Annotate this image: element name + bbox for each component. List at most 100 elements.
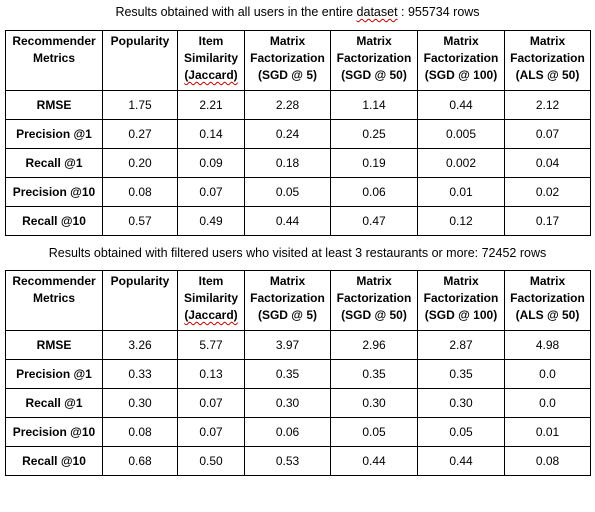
value-cell: 0.49 (177, 206, 245, 236)
metric-name-cell: RMSE (5, 90, 103, 120)
value-cell: 0.07 (177, 388, 245, 418)
column-header: Matrix Factorization (SGD @ 100) (417, 30, 505, 91)
value-cell: 0.18 (244, 148, 331, 178)
column-header: Matrix Factorization (SGD @ 5) (244, 270, 331, 331)
header-row: Recommender Metrics Popularity Item Similari… (5, 30, 591, 91)
metric-name-cell: RMSE (5, 330, 103, 360)
header-line: (SGD @ 100) (424, 68, 498, 82)
value-cell: 2.21 (177, 90, 245, 120)
header-line: Recommender (12, 34, 96, 48)
value-cell: 0.04 (504, 148, 591, 178)
table-row: Recall @1 0.30 0.07 0.30 0.30 0.30 0.0 (5, 388, 591, 418)
header-line: (SGD @ 5) (257, 68, 318, 82)
column-header: Recommender Metrics (5, 270, 103, 331)
metric-name-cell: Recall @1 (5, 148, 103, 178)
header-line: Matrix (356, 34, 392, 48)
value-cell: 0.08 (102, 417, 178, 447)
value-cell: 0.50 (177, 446, 245, 476)
value-cell: 0.12 (417, 206, 505, 236)
metric-name-cell: Recall @10 (5, 446, 103, 476)
value-cell: 0.25 (330, 119, 418, 149)
table-row: Recall @10 0.57 0.49 0.44 0.47 0.12 0.17 (5, 206, 591, 236)
header-line: Matrix (269, 34, 306, 48)
header-line: Similarity (183, 51, 239, 65)
value-cell: 1.75 (102, 90, 178, 120)
value-cell: 2.96 (330, 330, 418, 360)
metric-name-cell: Precision @1 (5, 359, 103, 389)
header-line: Matrix (443, 274, 479, 288)
header-line: Item (198, 274, 224, 288)
value-cell: 0.30 (417, 388, 505, 418)
column-header: Matrix Factorization (ALS @ 50) (504, 30, 591, 91)
header-line: Recommender (12, 274, 96, 288)
header-line: Factorization (510, 51, 585, 65)
table-row: RMSE 1.75 2.21 2.28 1.14 0.44 2.12 (5, 90, 591, 120)
value-cell: 0.06 (244, 417, 331, 447)
value-cell: 0.47 (330, 206, 418, 236)
header-line: Popularity (110, 274, 170, 288)
value-cell: 0.44 (244, 206, 331, 236)
value-cell: 0.02 (504, 177, 591, 207)
header-line: Factorization (423, 51, 499, 65)
value-cell: 0.05 (417, 417, 505, 447)
caption-text: Results obtained with all users in the e… (115, 5, 357, 19)
metric-name-cell: Precision @10 (5, 417, 103, 447)
table-row: Precision @10 0.08 0.07 0.05 0.06 0.01 0.02 (5, 177, 591, 207)
value-cell: 0.20 (102, 148, 178, 178)
value-cell: 0.05 (244, 177, 331, 207)
value-cell: 0.07 (504, 119, 591, 149)
header-line: Popularity (110, 34, 170, 48)
column-header: Matrix Factorization (SGD @ 50) (330, 270, 418, 331)
metric-name-cell: Precision @1 (5, 119, 103, 149)
header-line: Factorization (510, 291, 585, 305)
header-line: (ALS @ 50) (515, 68, 580, 82)
caption-dataset-word: dataset (356, 5, 398, 19)
value-cell: 3.97 (244, 330, 331, 360)
value-cell: 2.12 (504, 90, 591, 120)
results-table-filtered-users: Recommender Metrics Popularity Item Similari… (5, 270, 591, 476)
value-cell: 0.30 (330, 388, 418, 418)
header-line: Factorization (250, 291, 325, 305)
column-header: Item Similarity (Jaccard) (177, 270, 245, 331)
value-cell: 0.24 (244, 119, 331, 149)
header-line: Factorization (250, 51, 325, 65)
table-row: RMSE 3.26 5.77 3.97 2.96 2.87 4.98 (5, 330, 591, 360)
column-header: Popularity (102, 270, 178, 331)
value-cell: 0.44 (417, 446, 505, 476)
header-line: Factorization (336, 291, 412, 305)
value-cell: 0.68 (102, 446, 178, 476)
table-row: Precision @1 0.27 0.14 0.24 0.25 0.005 0.07 (5, 119, 591, 149)
table-row: Precision @10 0.08 0.07 0.06 0.05 0.05 0.01 (5, 417, 591, 447)
caption-rows: : 955734 rows (397, 5, 480, 19)
header-line: Factorization (336, 51, 412, 65)
value-cell: 0.0 (504, 359, 591, 389)
value-cell: 0.19 (330, 148, 418, 178)
column-header: Popularity (102, 30, 178, 91)
header-line: (SGD @ 100) (424, 308, 498, 322)
caption-all-users: Results obtained with all users in the e… (0, 0, 595, 30)
value-cell: 0.35 (417, 359, 505, 389)
header-line: Item (198, 34, 224, 48)
header-line: (Jaccard) (184, 308, 238, 322)
value-cell: 0.002 (417, 148, 505, 178)
header-line: Metrics (32, 291, 76, 305)
value-cell: 4.98 (504, 330, 591, 360)
value-cell: 0.0 (504, 388, 591, 418)
value-cell: 0.17 (504, 206, 591, 236)
header-line: Metrics (32, 51, 76, 65)
value-cell: 0.14 (177, 119, 245, 149)
value-cell: 0.07 (177, 177, 245, 207)
header-line: Matrix (443, 34, 479, 48)
value-cell: 0.08 (102, 177, 178, 207)
header-line: Similarity (183, 291, 239, 305)
column-header: Matrix Factorization (SGD @ 50) (330, 30, 418, 91)
value-cell: 2.28 (244, 90, 331, 120)
value-cell: 0.06 (330, 177, 418, 207)
caption-filtered-users: Results obtained with filtered users who… (48, 246, 547, 260)
value-cell: 3.26 (102, 330, 178, 360)
header-line: Matrix (356, 274, 392, 288)
metric-name-cell: Precision @10 (5, 177, 103, 207)
column-header: Matrix Factorization (SGD @ 5) (244, 30, 331, 91)
table-row: Recall @10 0.68 0.50 0.53 0.44 0.44 0.08 (5, 446, 591, 476)
header-line: (SGD @ 50) (341, 308, 407, 322)
